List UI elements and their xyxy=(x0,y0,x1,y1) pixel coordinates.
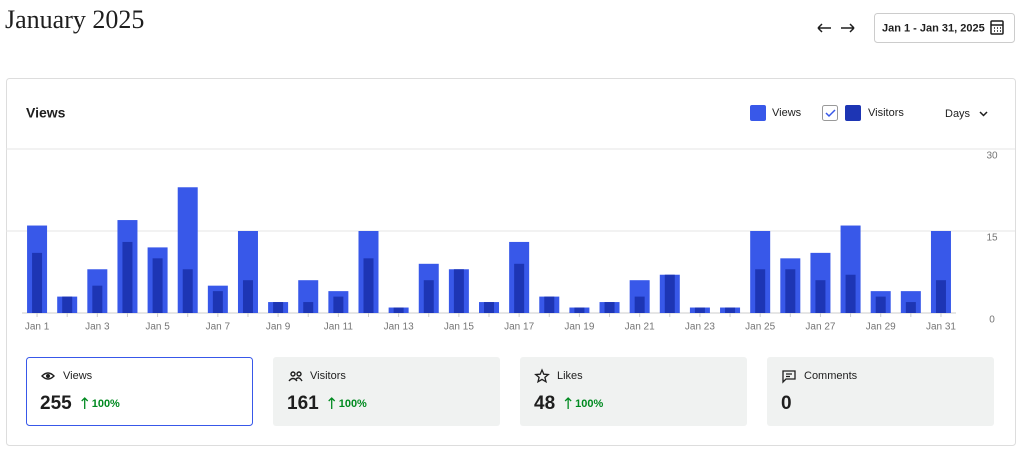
bar xyxy=(62,296,73,313)
bar xyxy=(935,280,946,313)
stat-card-bg xyxy=(26,357,253,426)
change-arrow xyxy=(81,397,89,409)
stat-value: 48 xyxy=(534,393,555,414)
stat-icon xyxy=(534,368,550,384)
bar xyxy=(755,269,766,313)
visitors-checkbox[interactable] xyxy=(822,105,838,121)
stat-card-bg xyxy=(520,357,747,426)
next-button[interactable] xyxy=(841,23,855,33)
bar xyxy=(273,302,284,313)
legend-label: Views xyxy=(772,107,802,119)
stat-card[interactable]: Views 255 100% xyxy=(26,357,253,426)
x-tick-label: Jan 31 xyxy=(926,322,956,333)
stat-change: 100% xyxy=(575,398,603,410)
x-tick-label: Jan 23 xyxy=(685,322,715,333)
x-tick-label: Jan 19 xyxy=(564,322,594,333)
stat-value: 161 xyxy=(287,393,319,414)
x-tick-label: Jan 21 xyxy=(625,322,655,333)
bar xyxy=(92,285,103,313)
stat-card-bg xyxy=(767,357,994,426)
stat-label: Visitors xyxy=(310,370,346,382)
stat-change: 100% xyxy=(92,398,120,410)
stat-label: Likes xyxy=(557,370,583,382)
bar xyxy=(815,280,826,313)
bar xyxy=(393,307,404,313)
y-tick-label: 30 xyxy=(986,151,998,162)
bar xyxy=(634,296,645,313)
x-tick-label: Jan 5 xyxy=(145,322,170,333)
prev-button[interactable] xyxy=(817,23,831,33)
bar xyxy=(182,269,193,313)
bar xyxy=(574,307,585,313)
chart-title: Views xyxy=(26,105,66,121)
bar xyxy=(363,258,374,313)
bar xyxy=(152,258,163,313)
page-title: January 2025 xyxy=(5,5,144,34)
x-tick-label: Jan 25 xyxy=(745,322,775,333)
legend-label: Visitors xyxy=(868,107,904,119)
period-label: Days xyxy=(945,108,971,120)
x-tick-label: Jan 9 xyxy=(266,322,291,333)
bar xyxy=(875,296,886,313)
date-range-button[interactable]: Jan 1 - Jan 31, 2025 xyxy=(874,13,1015,43)
bar xyxy=(212,291,223,313)
x-tick-label: Jan 29 xyxy=(866,322,896,333)
x-tick-label: Jan 13 xyxy=(384,322,414,333)
stat-icon xyxy=(288,371,303,382)
bar xyxy=(604,302,615,313)
change-arrow xyxy=(328,397,336,409)
bar xyxy=(845,274,856,313)
legend-swatch xyxy=(845,105,861,121)
y-tick-label: 15 xyxy=(986,233,998,244)
stat-card[interactable]: Comments 0 xyxy=(767,357,994,426)
x-tick-label: Jan 27 xyxy=(805,322,835,333)
y-tick-label: 0 xyxy=(989,315,995,326)
bar xyxy=(453,269,464,313)
bar xyxy=(333,296,344,313)
bar xyxy=(725,307,736,313)
x-tick-label: Jan 15 xyxy=(444,322,474,333)
bar xyxy=(785,269,796,313)
bar xyxy=(694,307,705,313)
x-tick-label: Jan 7 xyxy=(206,322,231,333)
bar xyxy=(664,274,675,313)
stat-icon xyxy=(782,370,796,384)
legend-swatch xyxy=(750,105,766,121)
x-tick-label: Jan 11 xyxy=(324,322,354,333)
bar xyxy=(544,296,555,313)
stat-value: 255 xyxy=(40,393,72,414)
x-tick-label: Jan 17 xyxy=(504,322,534,333)
stat-card[interactable]: Visitors 161 100% xyxy=(273,357,500,426)
stat-label: Comments xyxy=(804,370,858,382)
x-tick-label: Jan 1 xyxy=(25,322,50,333)
bar xyxy=(514,263,525,313)
bar xyxy=(242,280,253,313)
date-range: Jan 1 - Jan 31, 2025 xyxy=(882,22,985,34)
change-arrow xyxy=(564,397,572,409)
period-dropdown[interactable]: Days xyxy=(945,108,988,120)
bar xyxy=(122,241,133,313)
stat-label: Views xyxy=(63,370,93,382)
bar xyxy=(484,302,495,313)
bar xyxy=(303,302,314,313)
stat-change: 100% xyxy=(339,398,367,410)
stat-card-bg xyxy=(273,357,500,426)
stat-icon xyxy=(41,372,55,380)
stat-value: 0 xyxy=(781,393,792,414)
x-tick-label: Jan 3 xyxy=(85,322,110,333)
bar xyxy=(423,280,434,313)
bar xyxy=(905,302,916,313)
bar xyxy=(32,252,43,313)
